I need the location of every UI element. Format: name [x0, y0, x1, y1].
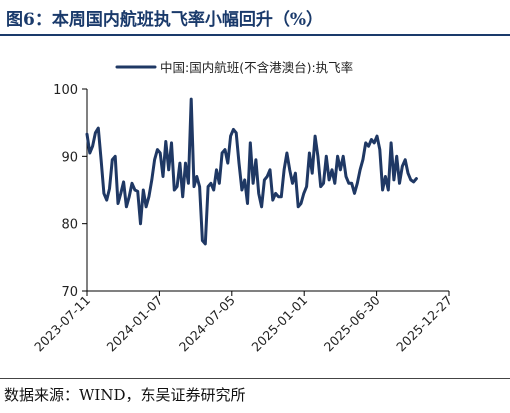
chart-title: 图6：本周国内航班执飞率小幅回升（%）: [6, 10, 323, 30]
x-tick-label: 2024-07-05: [176, 293, 238, 355]
y-tick-label: 100: [53, 83, 78, 98]
title-underline: [0, 34, 510, 36]
footer-rule: [0, 378, 510, 379]
y-tick-label: 90: [61, 150, 78, 165]
x-tick-label: 2025-01-01: [248, 293, 310, 355]
x-tick-label: 2025-06-30: [321, 292, 383, 354]
legend-label: 中国:国内航班(不含港澳台):执飞率: [160, 60, 353, 75]
y-tick-label: 70: [61, 285, 78, 300]
axes: [86, 89, 449, 292]
series-line: [85, 97, 418, 246]
data-source-note: 数据来源：WIND，东吴证券研究所: [4, 386, 246, 404]
y-axis-ticks: 70 80 90 100: [53, 83, 87, 300]
x-tick-label: 2025-12-27: [393, 293, 455, 355]
x-tick-label: 2024-01-07: [104, 293, 166, 355]
y-tick-label: 80: [61, 218, 78, 233]
x-axis-ticks: 2023-07-11 2024-01-07 2024-07-05 2025-01-01…: [31, 291, 455, 354]
legend: 中国:国内航班(不含港澳台):执飞率: [115, 60, 353, 75]
x-tick-label: 2023-07-11: [31, 293, 93, 355]
